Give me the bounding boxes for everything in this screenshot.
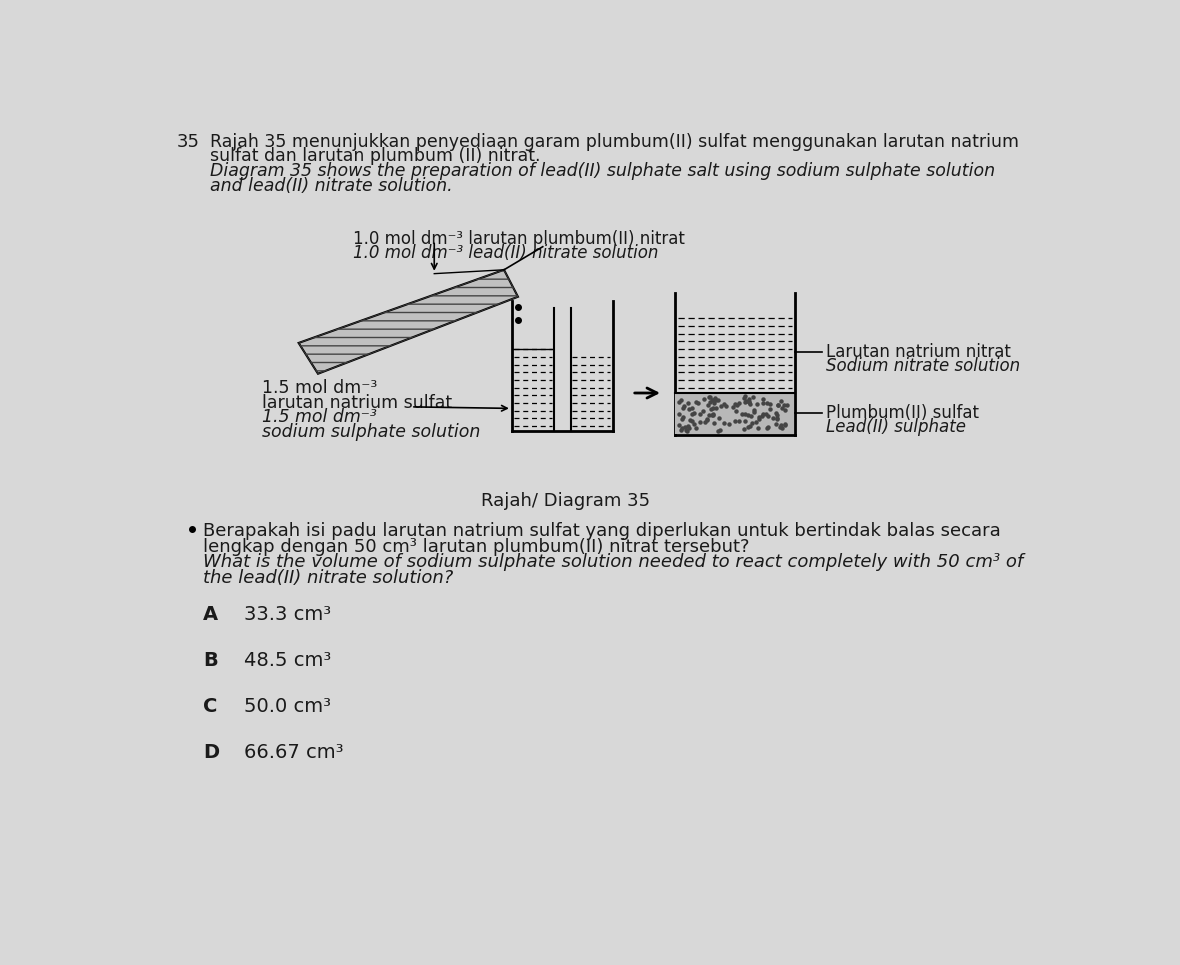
Text: 1.5 mol dm⁻³: 1.5 mol dm⁻³ bbox=[262, 408, 378, 427]
Text: sulfat dan larutan plumbum (II) nitrat.: sulfat dan larutan plumbum (II) nitrat. bbox=[210, 148, 540, 165]
Text: Sodium nitrate solution: Sodium nitrate solution bbox=[826, 357, 1020, 374]
Text: Rajah 35 menunjukkan penyediaan garam plumbum(II) sulfat menggunakan larutan nat: Rajah 35 menunjukkan penyediaan garam pl… bbox=[210, 133, 1018, 151]
Text: Lead(II) sulphate: Lead(II) sulphate bbox=[826, 418, 965, 435]
Text: 33.3 cm³: 33.3 cm³ bbox=[244, 605, 332, 623]
Text: Plumbum(II) sulfat: Plumbum(II) sulfat bbox=[826, 403, 978, 422]
Text: 50.0 cm³: 50.0 cm³ bbox=[244, 697, 332, 716]
Polygon shape bbox=[675, 393, 794, 434]
Polygon shape bbox=[299, 270, 518, 373]
Text: larutan natrium sulfat: larutan natrium sulfat bbox=[262, 394, 452, 412]
Text: Larutan natrium nitrat: Larutan natrium nitrat bbox=[826, 343, 1010, 361]
Text: 1.0 mol dm⁻³ larutan plumbum(II) nitrat: 1.0 mol dm⁻³ larutan plumbum(II) nitrat bbox=[353, 230, 684, 248]
Text: 66.67 cm³: 66.67 cm³ bbox=[244, 743, 343, 762]
Text: What is the volume of sodium sulphate solution needed to react completely with 5: What is the volume of sodium sulphate so… bbox=[203, 553, 1023, 571]
Text: C: C bbox=[203, 697, 217, 716]
Text: Diagram 35 shows the preparation of lead(II) sulphate salt using sodium sulphate: Diagram 35 shows the preparation of lead… bbox=[210, 162, 995, 180]
Text: 48.5 cm³: 48.5 cm³ bbox=[244, 651, 332, 670]
Text: lengkap dengan 50 cm³ larutan plumbum(II) nitrat tersebut?: lengkap dengan 50 cm³ larutan plumbum(II… bbox=[203, 538, 749, 556]
Text: 1.5 mol dm⁻³: 1.5 mol dm⁻³ bbox=[262, 379, 378, 398]
Text: Berapakah isi padu larutan natrium sulfat yang diperlukan untuk bertindak balas : Berapakah isi padu larutan natrium sulfa… bbox=[203, 522, 1001, 540]
Text: the lead(II) nitrate solution?: the lead(II) nitrate solution? bbox=[203, 568, 453, 587]
Text: A: A bbox=[203, 605, 218, 623]
Text: 1.0 mol dm⁻³ lead(II) nitrate solution: 1.0 mol dm⁻³ lead(II) nitrate solution bbox=[353, 244, 658, 262]
Text: sodium sulphate solution: sodium sulphate solution bbox=[262, 423, 480, 441]
Text: and lead(II) nitrate solution.: and lead(II) nitrate solution. bbox=[210, 177, 452, 195]
Text: B: B bbox=[203, 651, 218, 670]
Text: 35: 35 bbox=[177, 133, 199, 151]
Text: Rajah/ Diagram 35: Rajah/ Diagram 35 bbox=[480, 491, 650, 510]
Text: D: D bbox=[203, 743, 219, 762]
